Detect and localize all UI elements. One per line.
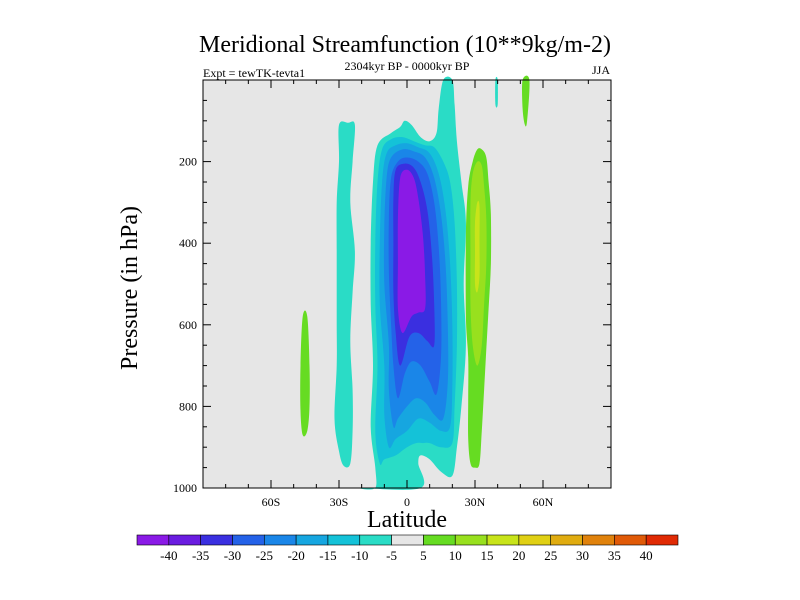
colorbar-label: 35 [608,548,621,563]
center-subtitle: 2304kyr BP - 0000kyr BP [345,59,470,73]
colorbar-label: 20 [512,548,525,563]
y-tick-label: 600 [179,318,197,332]
colorbar-label: -40 [160,548,177,563]
x-tick-label: 0 [404,495,410,509]
colorbar-box [550,534,583,546]
colorbar-label: 30 [576,548,589,563]
chart-title: Meridional Streamfunction (10**9kg/m-2) [199,32,611,58]
colorbar-box [423,534,456,546]
colorbar-box [263,534,297,546]
contour-north-top-10 [495,76,498,108]
colorbar-box [168,534,201,546]
x-tick-label: 60N [533,495,554,509]
x-tick-label: 60S [262,495,281,509]
colorbar-box [232,534,265,546]
y-tick-label: 400 [179,236,197,250]
colorbar-box [391,534,424,546]
contour-layer [300,75,530,490]
colorbar-box [327,534,361,546]
colorbar-box [486,534,520,546]
colorbar-label: -5 [386,548,397,563]
contour-north-top-5 [522,75,530,127]
y-axis: 200 400 600 800 1000 [173,99,611,495]
y-tick-label: 200 [179,155,197,169]
colorbar-label: -10 [351,548,368,563]
colorbar-label: -30 [224,548,241,563]
y-tick-label: 800 [179,399,197,413]
left-subtitle: Expt = tewTK-tevta1 [203,66,305,80]
right-subtitle: JJA [592,63,610,77]
colorbar-box [614,534,647,546]
contour-ant-s-10 [334,121,356,468]
contour-north-15 [474,200,480,293]
colorbar-label: -15 [319,548,336,563]
colorbar-box [136,534,170,546]
colorbar-label: -20 [287,548,304,563]
colorbar-label: -25 [256,548,273,563]
colorbar-label: 10 [449,548,462,563]
colorbar-label: -35 [192,548,209,563]
colorbar-label: 5 [420,548,427,563]
colorbar-label: 15 [481,548,494,563]
x-tick-label: 30S [330,495,349,509]
colorbar-box [518,534,552,546]
colorbar-box [200,534,233,546]
colorbar-box [645,534,679,546]
contour-ant-s-5 [300,310,310,437]
colorbar-box [454,534,488,546]
x-axis: 60S 30S 0 30N 60N [225,80,589,509]
y-axis-label: Pressure (in hPa) [117,206,143,370]
colorbar-label: 40 [640,548,653,563]
contour-ant-v-40 [397,169,426,334]
colorbar-box [582,534,615,546]
y-tick-label: 1000 [173,481,197,495]
x-axis-label: Latitude [367,507,447,533]
colorbar-label: 25 [544,548,557,563]
colorbar-box [359,534,392,546]
colorbar: -40 -35 -30 -25 -20 -15 -10 -5 5 10 15 20 25 30 35 40 [136,534,679,563]
x-tick-label: 30N [465,495,486,509]
colorbar-box [295,534,329,546]
